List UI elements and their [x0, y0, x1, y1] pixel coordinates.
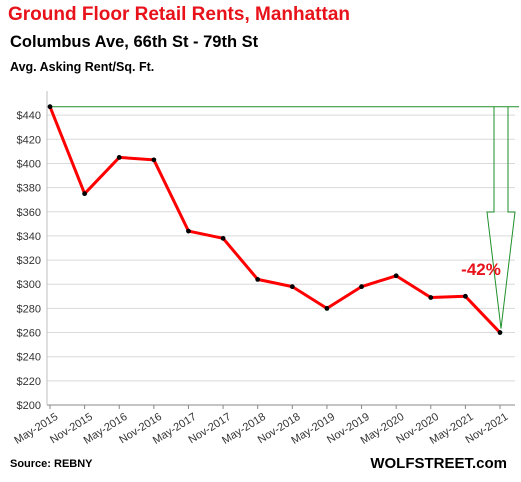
percent-change-label: -42% [461, 260, 501, 279]
y-tick-label: $360 [17, 207, 41, 219]
data-point [220, 235, 226, 241]
y-tick-label: $440 [17, 110, 41, 122]
y-tick-label: $420 [17, 134, 41, 146]
y-tick-label: $240 [17, 352, 41, 364]
y-tick-label: $220 [17, 376, 41, 388]
y-axis-label: Avg. Asking Rent/Sq. Ft. [10, 60, 155, 74]
data-point [255, 277, 261, 282]
brand-logo: WOLFSTREET.com [370, 455, 507, 472]
data-point [359, 284, 364, 290]
y-tick-label: $340 [17, 231, 41, 243]
down-arrow [486, 106, 516, 329]
data-points [47, 104, 503, 335]
data-point [324, 305, 330, 311]
y-tick-label: $400 [17, 158, 41, 170]
y-tick-label: $300 [17, 279, 41, 291]
data-point [497, 330, 503, 335]
data-point [82, 191, 88, 197]
y-tick-label: $320 [17, 255, 41, 267]
data-point [393, 273, 399, 279]
data-point [428, 295, 434, 300]
y-tick-label: $380 [17, 183, 41, 195]
data-point [462, 293, 468, 299]
series-line [48, 106, 502, 334]
chart-title: Ground Floor Retail Rents, Manhattan [8, 4, 351, 25]
data-point [47, 104, 53, 110]
y-tick-label: $200 [17, 400, 41, 412]
data-point [116, 155, 122, 160]
data-point [151, 157, 157, 163]
source-note: Source: REBNY [10, 458, 93, 470]
data-point [186, 228, 191, 234]
y-tick-label: $260 [17, 328, 41, 340]
decline-arrow [50, 106, 519, 329]
y-tick-labels: $200 $220 $240 $260 $280 $300 $320 $340 $360 $380… [17, 110, 41, 412]
x-tick-labels: May-2015Nov-2015May-2016Nov-2016May-2017… [12, 405, 510, 447]
gridlines [46, 91, 515, 406]
y-tick-label: $280 [17, 303, 41, 315]
chart-subtitle: Columbus Ave, 66th St - 79th St [10, 33, 259, 51]
data-point [289, 284, 295, 290]
